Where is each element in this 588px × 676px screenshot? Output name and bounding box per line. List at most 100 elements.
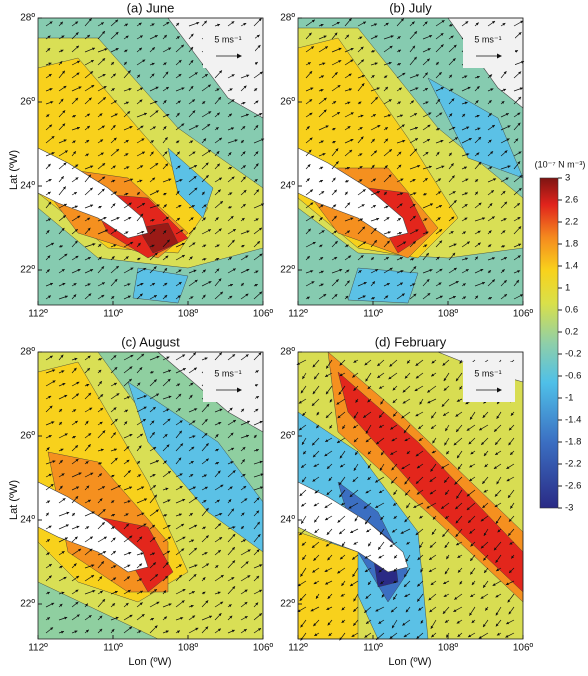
wind-vector-head	[379, 414, 382, 418]
y-axis-label: Lat (ºW)	[8, 480, 20, 520]
wind-vector-head	[130, 178, 134, 182]
wind-vector-head	[101, 294, 105, 298]
wind-vector-head	[100, 448, 104, 452]
wind-vector-head	[137, 74, 140, 78]
wind-vector-head	[259, 589, 263, 593]
wind-vector-head	[215, 127, 219, 130]
wind-vector-head	[493, 547, 497, 551]
wind-vector-head	[502, 191, 506, 194]
wind-vector-head	[385, 205, 389, 209]
wind-vector-head	[60, 21, 63, 25]
wind-vector-head	[48, 525, 52, 529]
wind-vector-head	[103, 536, 107, 540]
wind-vector-head	[444, 479, 447, 483]
wind-vector-head	[176, 140, 180, 144]
wind-vector-head	[420, 569, 424, 573]
wind-vector-head	[428, 165, 432, 169]
wind-vector-head	[436, 151, 440, 155]
wind-vector-head	[232, 420, 236, 423]
wind-vector-head	[510, 452, 514, 455]
wind-vector-head	[431, 360, 435, 364]
wind-vector-head	[111, 296, 115, 299]
wind-vector-head	[75, 601, 79, 605]
wind-vector-head	[367, 451, 371, 455]
wind-vector-head	[98, 462, 102, 465]
wind-vector-head	[301, 503, 305, 507]
wind-vector-head	[462, 113, 466, 117]
wind-vector-head	[454, 137, 458, 140]
wind-vector-head	[309, 112, 313, 116]
wind-vector-head	[205, 175, 209, 179]
wind-vector-head	[243, 629, 247, 632]
wind-vector-head	[402, 72, 406, 76]
wind-vector-head	[465, 269, 469, 272]
wind-vector-head	[300, 573, 304, 577]
wind-vector-head	[74, 630, 78, 634]
wind-vector-head	[346, 166, 350, 170]
wind-vector-head	[215, 217, 219, 221]
wind-vector-head	[228, 206, 232, 209]
wind-vector-head	[177, 100, 181, 104]
wind-vector-head	[113, 137, 117, 141]
wind-vector-head	[313, 623, 317, 627]
wind-vector-head	[156, 601, 160, 605]
wind-vector-head	[423, 193, 427, 196]
wind-vector-head	[150, 140, 154, 144]
wind-vector-head	[163, 100, 167, 104]
wind-vector-head	[192, 435, 196, 439]
wind-vector-head	[360, 46, 364, 50]
wind-vector-head	[150, 151, 154, 155]
wind-vector-head	[117, 485, 121, 488]
wind-vector-head	[367, 477, 371, 480]
wind-vector-head	[141, 230, 145, 234]
wind-vector-head	[138, 445, 142, 449]
wind-vector-head	[323, 35, 327, 39]
wind-vector-head	[176, 630, 180, 634]
wind-vector-head	[418, 607, 422, 611]
wind-vector-head	[341, 607, 345, 611]
wind-vector-head	[348, 18, 352, 22]
wind-vector-head	[339, 494, 343, 498]
wind-vector-head	[49, 88, 53, 91]
wind-vector-head	[363, 241, 367, 245]
wind-vector-head	[436, 128, 440, 131]
wind-vector-head	[231, 239, 235, 243]
wind-vector-head	[414, 31, 417, 35]
wind-vector-head	[468, 138, 472, 141]
wind-vector-head	[112, 537, 116, 541]
vector-key-head	[237, 53, 242, 59]
wind-vector-head	[192, 242, 196, 246]
wind-vector-head	[240, 526, 244, 530]
wind-vector-head	[140, 165, 144, 169]
wind-vector-head	[488, 230, 492, 234]
wind-vector-head	[47, 35, 51, 39]
wind-vector-head	[155, 460, 159, 463]
wind-vector-head	[90, 60, 94, 63]
wind-vector-head	[59, 245, 63, 248]
wind-vector-head	[111, 526, 115, 530]
wind-vector-head	[340, 464, 344, 468]
wind-vector-head	[153, 589, 157, 592]
wind-vector-head	[312, 364, 316, 368]
wind-vector-head	[48, 564, 52, 567]
wind-vector-head	[350, 530, 354, 533]
wind-vector-head	[325, 439, 329, 442]
wind-vector-head	[505, 634, 509, 638]
wind-vector-head	[87, 355, 91, 359]
wind-vector-head	[165, 630, 169, 634]
wind-vector-head	[503, 88, 507, 92]
wind-vector-head	[164, 616, 167, 620]
wind-vector-head	[47, 255, 51, 259]
wind-vector-head	[364, 569, 368, 572]
wind-vector-head	[87, 499, 91, 503]
wind-vector-head	[90, 165, 94, 169]
wind-vector-head	[229, 192, 233, 196]
wind-vector-head	[345, 244, 349, 248]
wind-vector-head	[192, 227, 196, 231]
wind-vector-head	[194, 72, 198, 76]
wind-vector-head	[308, 149, 312, 153]
wind-vector-head	[462, 231, 466, 235]
wind-vector-head	[325, 543, 329, 547]
wind-vector-head	[414, 148, 417, 152]
